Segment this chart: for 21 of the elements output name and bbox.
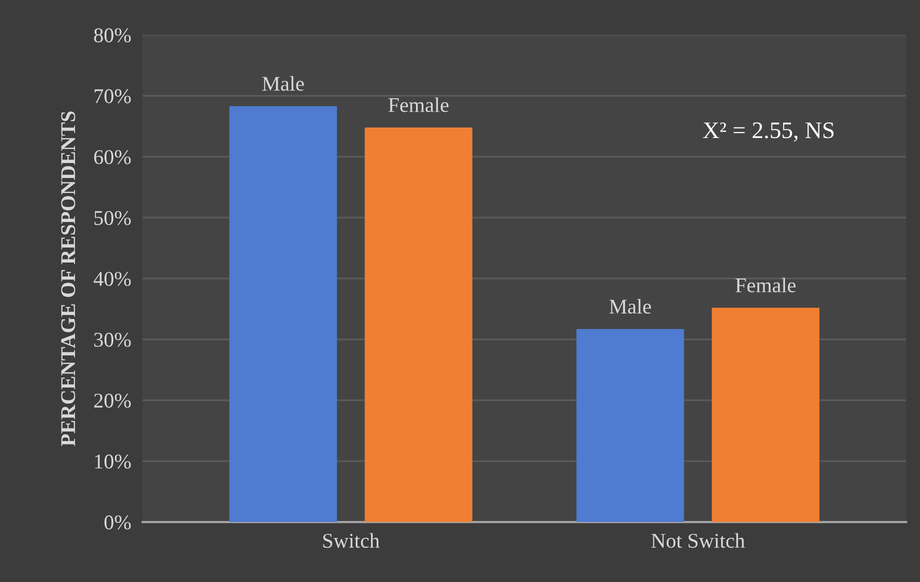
text: Male bbox=[262, 76, 304, 91]
y-tick-label: 40% bbox=[94, 272, 131, 286]
series-label: Male bbox=[609, 299, 651, 314]
bar bbox=[364, 127, 472, 522]
text: Female bbox=[736, 278, 796, 292]
bar bbox=[576, 329, 684, 522]
y-tick-label: 70% bbox=[94, 89, 131, 104]
y-tick-label: 80% bbox=[94, 28, 131, 42]
y-tick-label: 20% bbox=[94, 394, 131, 408]
x-tick-label: Switch bbox=[323, 533, 380, 548]
x-tick-label: Not Switch bbox=[651, 533, 745, 548]
y-tick-label: 30% bbox=[94, 332, 131, 347]
bar bbox=[229, 106, 337, 522]
y-axis-title: PERCENTAGE OF RESPONDENTS bbox=[61, 112, 76, 446]
annotation: X² = 2.55, NS bbox=[702, 122, 834, 142]
y-tick-label: 0% bbox=[104, 515, 131, 530]
bar bbox=[712, 308, 820, 522]
y-tick-label: 50% bbox=[94, 210, 131, 226]
y-tick-label: 10% bbox=[95, 454, 131, 469]
y-tick-label: 60% bbox=[94, 150, 131, 164]
series-label: Female bbox=[388, 97, 448, 112]
